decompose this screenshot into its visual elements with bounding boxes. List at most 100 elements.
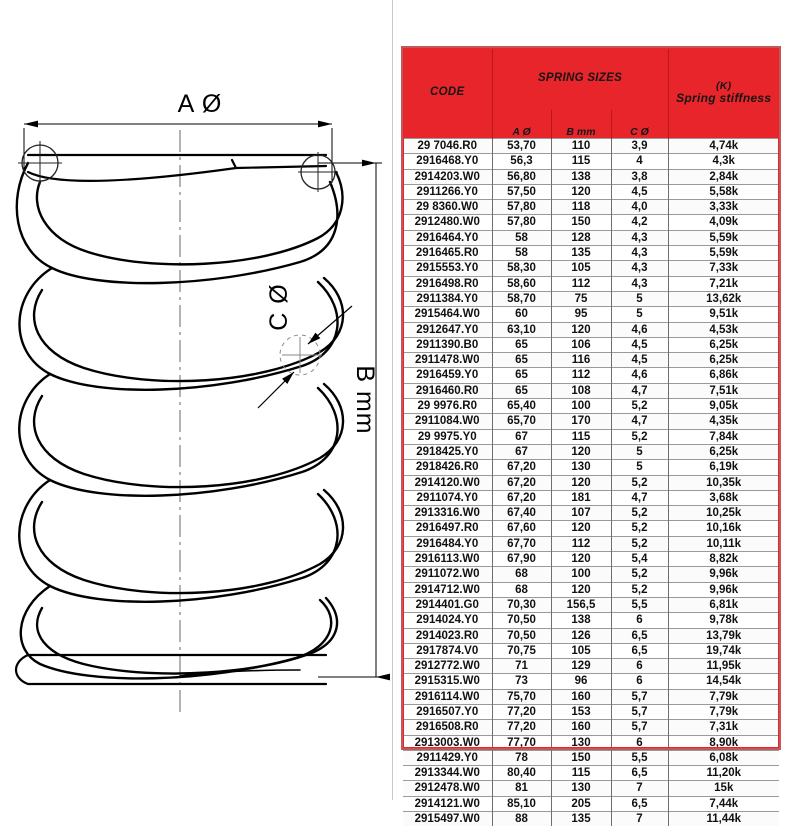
header-row-main: CODE SPRING SIZES (K) Spring stiffness (403, 48, 779, 110)
cell-a-diameter: 67,90 (492, 552, 551, 567)
cell-code: 2912480.W0 (403, 215, 492, 230)
cell-stiffness: 7,84k (668, 429, 779, 444)
cell-a-diameter: 80,40 (492, 766, 551, 781)
cell-c-wire: 5,2 (611, 536, 668, 551)
cell-code: 2911074.Y0 (403, 490, 492, 505)
cell-c-wire: 6,5 (611, 643, 668, 658)
cell-a-diameter: 65 (492, 337, 551, 352)
cell-code: 2916507.Y0 (403, 704, 492, 719)
cell-a-diameter: 65 (492, 368, 551, 383)
cell-b-length: 160 (551, 720, 611, 735)
cell-c-wire: 5,5 (611, 597, 668, 612)
cell-a-diameter: 70,50 (492, 613, 551, 628)
cell-b-length: 120 (551, 582, 611, 597)
cell-stiffness: 9,78k (668, 613, 779, 628)
cell-code: 29 9976.R0 (403, 399, 492, 414)
cell-stiffness: 7,44k (668, 796, 779, 811)
cell-a-diameter: 65 (492, 383, 551, 398)
header-sub-c: C Ø (611, 110, 668, 139)
cell-code: 2917874.V0 (403, 643, 492, 658)
cell-b-length: 138 (551, 169, 611, 184)
cell-a-diameter: 67 (492, 429, 551, 444)
cell-a-diameter: 75,70 (492, 689, 551, 704)
cell-b-length: 181 (551, 490, 611, 505)
cell-b-length: 120 (551, 552, 611, 567)
cell-c-wire: 4,3 (611, 230, 668, 245)
cell-a-diameter: 77,20 (492, 704, 551, 719)
cell-a-diameter: 67,60 (492, 521, 551, 536)
cell-b-length: 100 (551, 567, 611, 582)
header-sub-b: B mm (551, 110, 611, 139)
cell-a-diameter: 65,70 (492, 414, 551, 429)
cell-a-diameter: 57,50 (492, 184, 551, 199)
cell-a-diameter: 70,50 (492, 628, 551, 643)
cell-code: 2916114.W0 (403, 689, 492, 704)
cell-stiffness: 13,79k (668, 628, 779, 643)
cell-c-wire: 4,7 (611, 383, 668, 398)
cell-b-length: 116 (551, 353, 611, 368)
cell-stiffness: 7,31k (668, 720, 779, 735)
cell-stiffness: 13,62k (668, 291, 779, 306)
cell-code: 2915464.W0 (403, 307, 492, 322)
cell-stiffness: 4,53k (668, 322, 779, 337)
cell-b-length: 115 (551, 766, 611, 781)
cell-b-length: 75 (551, 291, 611, 306)
cell-code: 2912647.Y0 (403, 322, 492, 337)
header-spring-sizes: SPRING SIZES (492, 48, 668, 110)
cell-b-length: 100 (551, 399, 611, 414)
cell-c-wire: 4,5 (611, 353, 668, 368)
cell-stiffness: 2,84k (668, 169, 779, 184)
cell-code: 2913316.W0 (403, 506, 492, 521)
spring-spec-table-container: CODE SPRING SIZES (K) Spring stiffness A… (403, 48, 779, 826)
cell-stiffness: 9,05k (668, 399, 779, 414)
cell-c-wire: 6,5 (611, 796, 668, 811)
cell-c-wire: 4,3 (611, 246, 668, 261)
cell-code: 2916459.Y0 (403, 368, 492, 383)
